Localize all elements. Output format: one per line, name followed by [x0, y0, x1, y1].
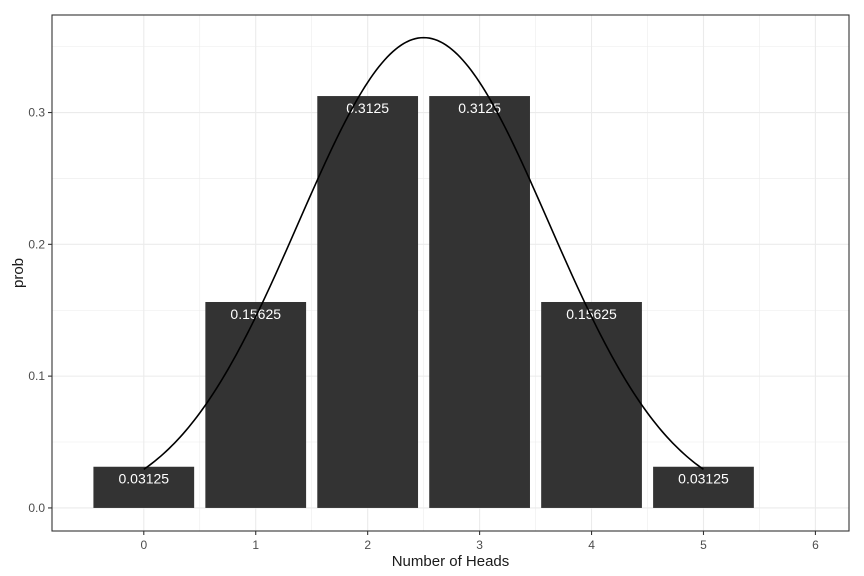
bar	[317, 96, 419, 508]
x-tick-label: 5	[700, 538, 707, 552]
x-axis-title: Number of Heads	[392, 553, 510, 570]
panel-border	[51, 14, 850, 532]
x-tick-label: 6	[812, 538, 819, 552]
bar	[205, 301, 307, 508]
bar-value-label: 0.03125	[118, 471, 169, 487]
x-tick-label: 2	[364, 538, 371, 552]
bars	[93, 96, 754, 508]
bar-labels: 0.03125 0.15625 0.3125 0.3125 0.15625 0.03125	[118, 100, 729, 487]
bar-value-label: 0.15625	[566, 306, 617, 322]
bar-value-label: 0.15625	[230, 306, 281, 322]
bar	[429, 96, 530, 508]
x-tick-label: 1	[252, 538, 259, 552]
x-axis: 0 1 2 3 4 5 6	[140, 531, 819, 552]
x-tick-label: 0	[140, 538, 147, 552]
bar-value-label: 0.3125	[458, 100, 501, 116]
density-curve-line	[143, 36, 704, 470]
y-axis-title: prob	[10, 258, 27, 288]
x-tick-label: 4	[588, 538, 595, 552]
bar	[653, 466, 754, 508]
y-tick-label: 0.1	[28, 369, 45, 383]
x-tick-label: 3	[476, 538, 483, 552]
density-curve	[143, 36, 704, 470]
bar	[93, 466, 195, 508]
y-axis: 0.0 0.1 0.2 0.3	[28, 106, 52, 515]
y-tick-label: 0.0	[28, 501, 45, 515]
bar	[541, 301, 642, 508]
bar-value-label: 0.03125	[678, 471, 729, 487]
bar-value-label: 0.3125	[346, 100, 389, 116]
y-tick-label: 0.3	[28, 106, 45, 120]
y-tick-label: 0.2	[28, 237, 45, 251]
